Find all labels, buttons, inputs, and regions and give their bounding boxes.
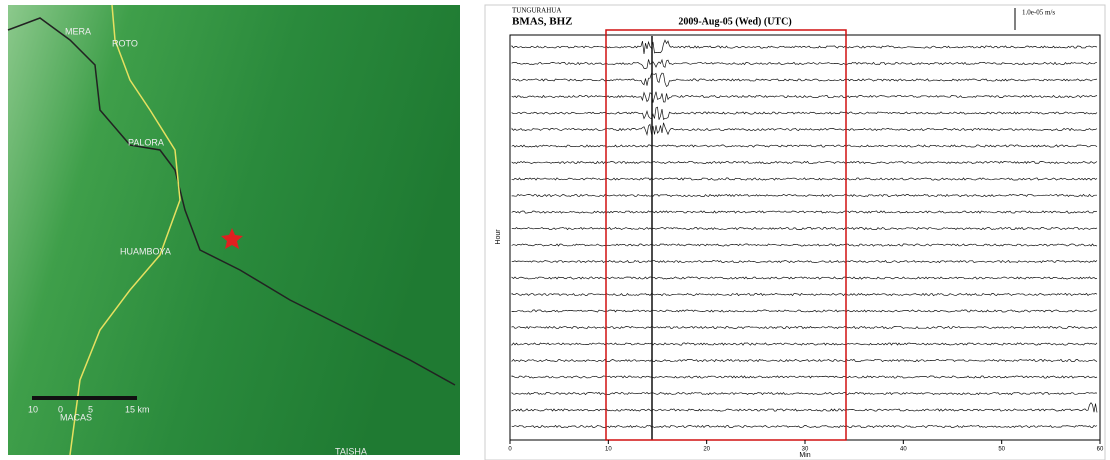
x-tick-label: 20 [703, 447, 710, 453]
x-tick-label: 60 [1097, 447, 1104, 453]
place-label: MERA [65, 26, 91, 36]
y-label: Hour [495, 229, 502, 245]
scale-label: 15 km [125, 404, 150, 414]
map-panel: MERA ROTO PALORA HUAMBOYA MACAS TAISHA 1… [8, 5, 460, 456]
map-background [8, 5, 460, 455]
x-label: Min [799, 452, 810, 459]
panel-frame [485, 5, 1105, 460]
place-label: TAISHA [335, 446, 367, 456]
x-tick-label: 10 [605, 447, 612, 453]
scale-label: 0 [58, 404, 63, 414]
place-label: HUAMBOYA [120, 246, 171, 256]
x-tick-label: 30 [802, 447, 809, 453]
seismogram-panel: TUNGURAHUA BMAS, BHZ 2009-Aug-05 (Wed) (… [485, 5, 1105, 460]
network: TUNGURAHUA [512, 7, 561, 15]
scale-label: 5 [88, 404, 93, 414]
date: 2009-Aug-05 (Wed) (UTC) [678, 16, 791, 27]
scale-label: 10 [28, 404, 38, 414]
place-label: PALORA [128, 137, 164, 147]
figure: MERA ROTO PALORA HUAMBOYA MACAS TAISHA 1… [0, 0, 1110, 460]
x-tick-label: 40 [900, 447, 907, 453]
amplitude: 1.0e-05 m/s [1022, 9, 1055, 17]
station: BMAS, BHZ [512, 16, 573, 28]
scale-bar [32, 396, 137, 400]
x-tick-label: 50 [998, 447, 1005, 453]
page: MERA ROTO PALORA HUAMBOYA MACAS TAISHA 1… [0, 0, 1110, 460]
place-label: ROTO [112, 38, 138, 48]
